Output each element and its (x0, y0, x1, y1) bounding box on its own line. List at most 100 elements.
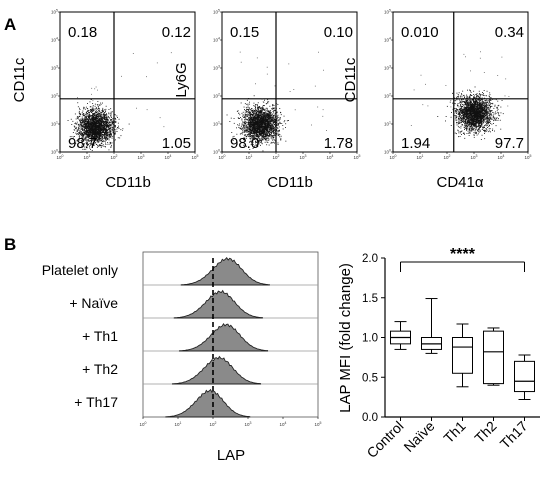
event-dot (260, 119, 262, 121)
event-dot (285, 123, 287, 125)
event-dot (105, 136, 107, 138)
event-dot (99, 123, 101, 125)
event-dot (102, 141, 104, 143)
event-dot (104, 124, 105, 126)
event-dot (273, 136, 275, 138)
event-dot (248, 112, 250, 113)
event-dot (247, 118, 249, 120)
event-dot (87, 119, 89, 121)
event-dot (253, 130, 254, 132)
event-dot (87, 124, 89, 125)
event-dot (105, 126, 107, 128)
event-dot (81, 126, 83, 128)
event-dot (87, 143, 89, 144)
event-dot (72, 132, 74, 133)
event-dot (101, 131, 103, 133)
event-dot (257, 146, 259, 147)
event-dot (102, 128, 104, 130)
event-dot (107, 119, 109, 121)
event-dot (261, 112, 262, 114)
event-dot (272, 108, 273, 110)
event-dot (104, 124, 106, 126)
event-dot (96, 139, 98, 141)
event-dot (255, 128, 257, 130)
event-dot (271, 124, 272, 126)
event-dots (67, 52, 180, 151)
event-dot (88, 114, 90, 115)
event-dot (87, 121, 89, 123)
event-dot (262, 121, 264, 122)
event-dot (246, 127, 248, 129)
event-dot (95, 116, 97, 117)
event-dot (257, 138, 259, 139)
event-dot (95, 111, 97, 112)
event-dot (253, 113, 255, 115)
event-dot (255, 130, 257, 132)
event-dot (482, 112, 484, 113)
event-dot (255, 116, 257, 118)
event-dot (273, 119, 275, 121)
event-dot (88, 135, 90, 137)
event-dot (82, 129, 84, 131)
event-dot (92, 133, 94, 135)
event-dot (260, 110, 262, 112)
event-dot (96, 115, 97, 117)
event-dot (280, 112, 282, 114)
event-dot (259, 137, 261, 139)
event-dot (289, 91, 291, 92)
event-dot (272, 130, 274, 132)
event-dot (85, 117, 87, 119)
event-dot (96, 138, 98, 139)
event-dot (258, 127, 260, 129)
event-dot (101, 133, 103, 135)
event-dot (251, 129, 253, 131)
event-dot (96, 140, 98, 142)
event-dot (277, 131, 279, 133)
event-dot (85, 106, 87, 108)
event-dot (84, 137, 86, 139)
event-dot (85, 119, 86, 121)
event-dot (262, 120, 264, 122)
event-dot (85, 116, 87, 118)
event-dot (256, 125, 258, 126)
event-dot (269, 122, 271, 124)
event-dot (248, 120, 250, 122)
event-dot (277, 120, 279, 122)
event-dot (272, 128, 273, 130)
event-dot (255, 112, 257, 113)
event-dot (261, 131, 263, 133)
event-dot (268, 118, 269, 120)
event-dot (261, 124, 262, 125)
event-dot (80, 121, 81, 123)
event-dot (261, 98, 263, 100)
event-dot (93, 125, 95, 127)
event-dot (270, 117, 272, 119)
event-dot (261, 132, 263, 133)
event-dot (276, 103, 278, 104)
event-dot (262, 135, 263, 137)
event-dot (266, 123, 268, 125)
event-dot (94, 103, 96, 105)
event-dot (90, 119, 92, 120)
event-dot (103, 114, 105, 116)
event-dot (252, 126, 254, 127)
event-dot (266, 141, 268, 143)
event-dot (475, 117, 477, 118)
event-dot (467, 117, 469, 119)
event-dot (250, 132, 252, 134)
event-dot (84, 124, 86, 125)
event-dot (288, 120, 289, 121)
event-dot (99, 116, 101, 117)
event-dot (112, 127, 114, 128)
event-dot (276, 123, 278, 125)
event-dot (273, 128, 275, 130)
event-dot (93, 116, 94, 117)
event-dot (276, 119, 278, 121)
event-dot (88, 127, 90, 129)
event-dot (257, 125, 259, 127)
event-dot (252, 118, 253, 120)
event-dot (266, 119, 268, 121)
event-dot (257, 106, 259, 108)
event-dot (105, 134, 107, 136)
event-dot (278, 116, 280, 118)
